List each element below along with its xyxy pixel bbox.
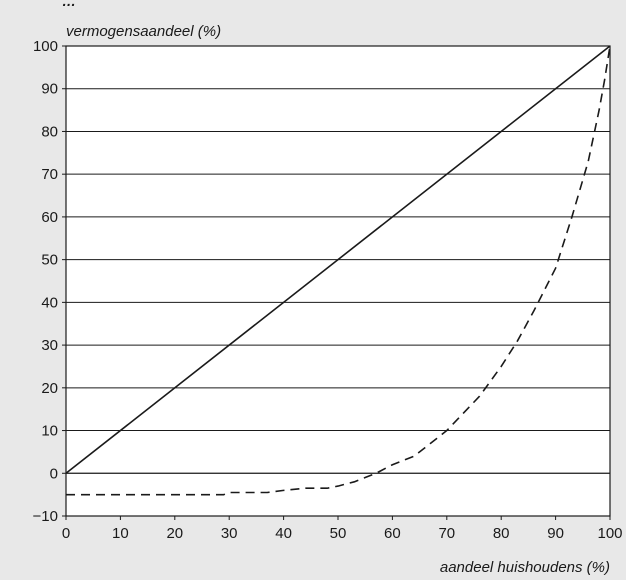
y-tick-labels: −10 0 10 20 30 40 50 60 70 80 90 100 — [33, 38, 66, 525]
y-tick-label: 0 — [50, 465, 58, 482]
x-tick-label: 60 — [384, 525, 401, 542]
solid-series-line — [65, 45, 611, 474]
y-tick-label: 10 — [41, 423, 58, 440]
header-text: … — [62, 0, 76, 9]
x-tick-label: 50 — [330, 525, 347, 542]
y-tick-label: 20 — [41, 380, 58, 397]
y-tick-label: 80 — [41, 123, 58, 140]
y-tick-label: 40 — [41, 294, 58, 311]
x-tick-label: 0 — [62, 525, 70, 542]
x-tick-label: 30 — [221, 525, 238, 542]
x-tick-label: 100 — [597, 525, 622, 542]
y-tick-label: 70 — [41, 166, 58, 183]
y-axis-label: vermogensaandeel (%) — [66, 23, 221, 40]
x-tick-label: 70 — [438, 525, 455, 542]
dashed-series-line — [66, 45, 611, 496]
x-tick-label: 20 — [166, 525, 183, 542]
plot-area — [66, 46, 610, 516]
y-tick-label: 100 — [33, 38, 58, 55]
x-axis-label: aandeel huishoudens (%) — [440, 559, 610, 576]
series-lines — [65, 45, 611, 496]
y-tick-label: 60 — [41, 209, 58, 226]
x-tick-label: 90 — [547, 525, 564, 542]
y-tick-label: −10 — [33, 508, 58, 525]
y-tick-label: 90 — [41, 81, 58, 98]
x-tick-label: 80 — [493, 525, 510, 542]
x-tick-labels: 0 10 20 30 40 50 60 70 80 90 100 — [62, 516, 623, 542]
x-tick-label: 10 — [112, 525, 129, 542]
y-tick-label: 30 — [41, 337, 58, 354]
x-tick-label: 40 — [275, 525, 292, 542]
y-tick-label: 50 — [41, 252, 58, 269]
